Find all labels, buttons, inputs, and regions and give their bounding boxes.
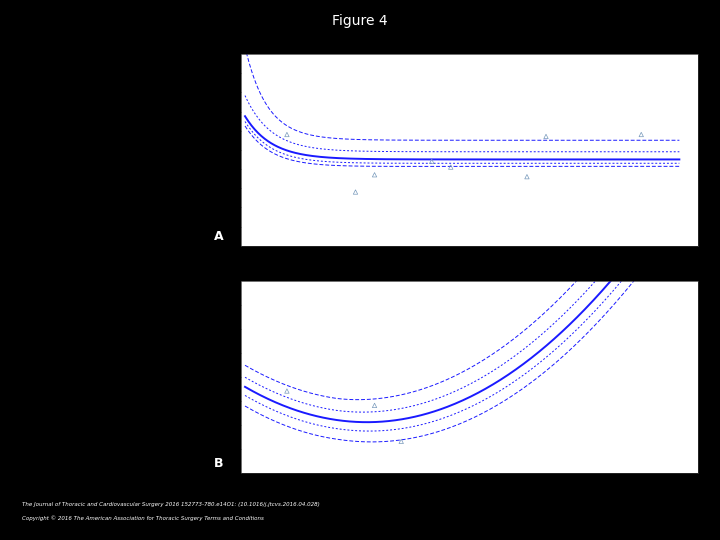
Point <box>369 171 380 179</box>
Point <box>350 188 361 197</box>
Point <box>369 401 380 410</box>
Point <box>426 157 438 166</box>
Point <box>521 172 533 181</box>
Text: Figure 4: Figure 4 <box>332 14 388 28</box>
Y-axis label: Adverse Events During Procedure (%): Adverse Events During Procedure (%) <box>221 91 225 209</box>
Text: Copyright © 2016 The American Association for Thoracic Surgery Terms and Conditi: Copyright © 2016 The American Associatio… <box>22 516 264 521</box>
Point <box>281 130 292 139</box>
Point <box>281 387 292 395</box>
X-axis label: Patient Sequence Number: Patient Sequence Number <box>424 258 516 265</box>
Y-axis label: 30-Day Major Adverse Events (%): 30-Day Major Adverse Events (%) <box>221 324 225 429</box>
Text: A: A <box>214 230 223 243</box>
Point <box>395 437 407 445</box>
X-axis label: Patient Sequence Number: Patient Sequence Number <box>424 485 516 491</box>
Text: B: B <box>214 457 223 470</box>
Point <box>540 132 552 141</box>
Text: The Journal of Thoracic and Cardiovascular Surgery 2016 152773-780.e14O1: (10.10: The Journal of Thoracic and Cardiovascul… <box>22 502 320 507</box>
Point <box>445 163 456 171</box>
Point <box>636 130 647 139</box>
